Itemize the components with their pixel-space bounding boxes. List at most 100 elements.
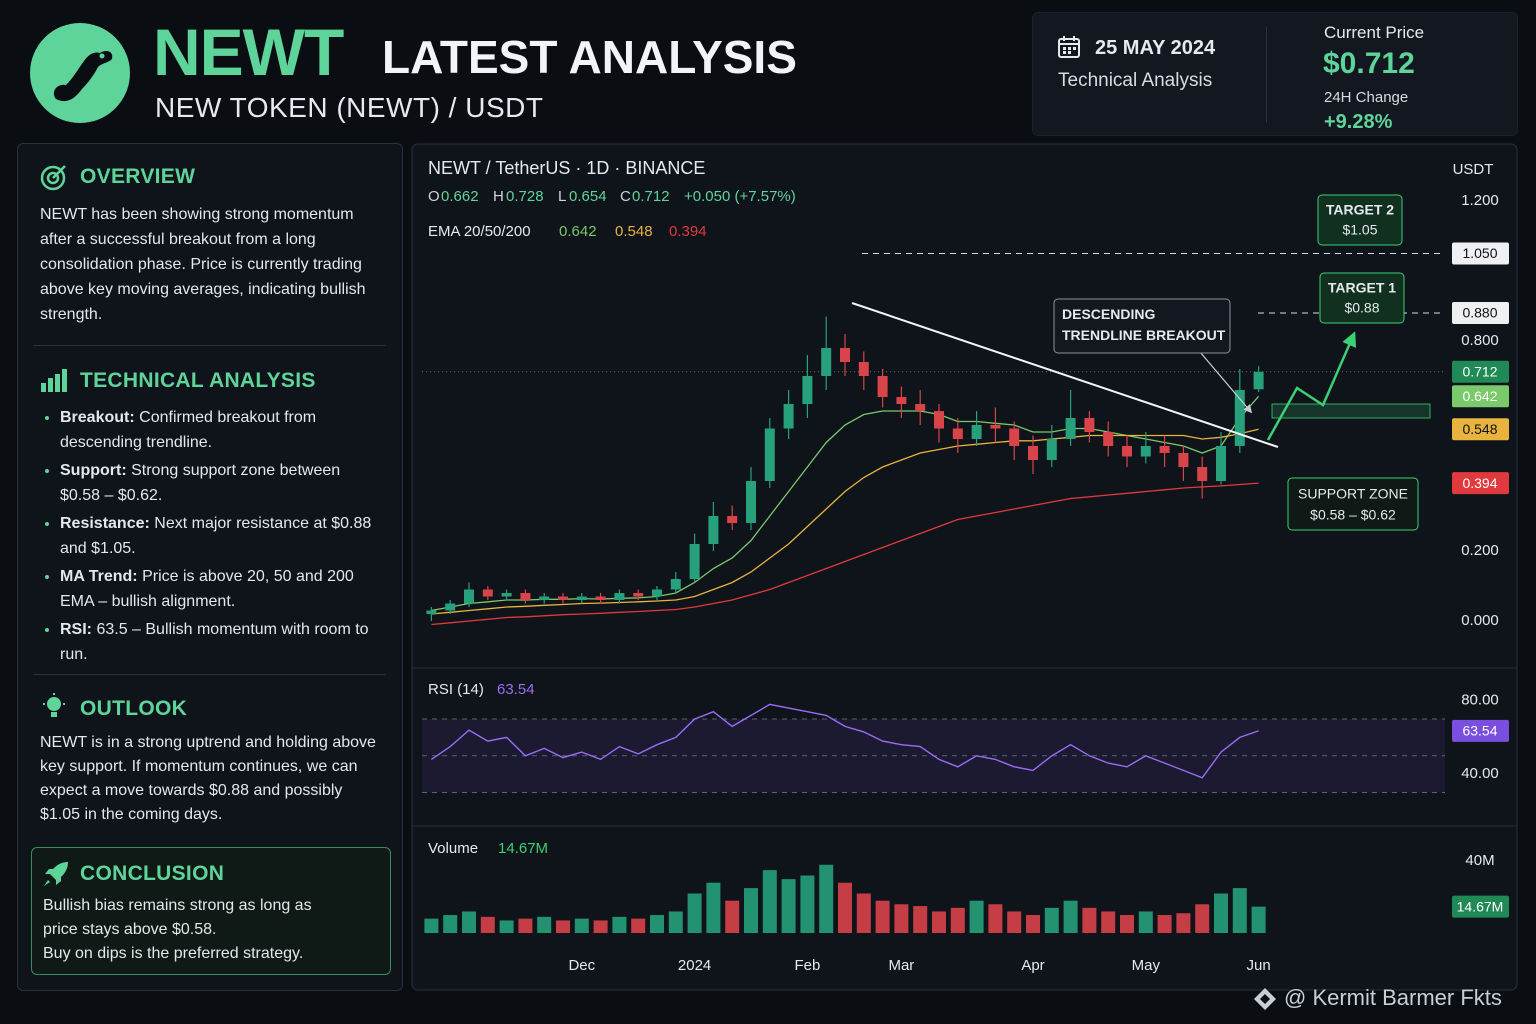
level-badge-bg bbox=[1452, 242, 1509, 265]
candle-body bbox=[1234, 390, 1245, 446]
y-tick-label: 80.00 bbox=[1461, 692, 1499, 709]
bullet: MA Trend: Price is above 20, 50 and 200 … bbox=[60, 564, 380, 614]
target-box bbox=[1317, 194, 1403, 246]
bullet-label: Breakout: bbox=[60, 409, 135, 426]
volume-bar bbox=[781, 879, 796, 933]
volume-bar bbox=[950, 907, 965, 933]
calendar-icon bbox=[1058, 36, 1080, 58]
price-badge: 0.712 bbox=[1462, 364, 1497, 380]
page-title: LATEST ANALYSIS bbox=[382, 31, 797, 83]
volume-bar bbox=[593, 920, 608, 933]
x-tick-label: Feb bbox=[794, 957, 820, 974]
conclusion-line: Bullish bias remains strong as long as p… bbox=[43, 897, 312, 938]
conclusion-text: Bullish bias remains strong as long as p… bbox=[43, 894, 383, 966]
volume-bar bbox=[725, 900, 740, 933]
candle-body bbox=[464, 589, 474, 604]
volume-bar bbox=[424, 918, 439, 933]
volume-bar bbox=[800, 875, 815, 933]
ohlc-key: L bbox=[558, 188, 566, 205]
ema-badge: 0.548 bbox=[1462, 421, 1497, 437]
candle-body bbox=[539, 596, 550, 600]
rsi-badge-bg bbox=[1452, 719, 1509, 742]
support-title: SUPPORT ZONE bbox=[1298, 486, 1408, 502]
ohlc-value: 0.712 bbox=[632, 188, 670, 205]
volume-bar bbox=[856, 893, 871, 933]
candle-body bbox=[670, 579, 681, 590]
level-badge: 0.880 bbox=[1462, 305, 1497, 321]
volume-bar bbox=[1138, 911, 1153, 933]
volume-bar bbox=[1214, 893, 1228, 933]
plot-layer: 1.200 0.800 0.200 0.000 1.050 0.880 0.712 0.642… bbox=[422, 192, 1509, 974]
annotation-wrap: DESCENDING TRENDLINE BREAKOUT bbox=[1062, 306, 1225, 343]
chart-title: NEWT / TetherUS · 1D · BINANCE bbox=[428, 158, 705, 178]
price-change: +0.050 (+7.57%) bbox=[684, 188, 796, 205]
page-subtitle: NEW TOKEN (NEWT) / USDT bbox=[155, 92, 544, 123]
target-title: TARGET 2 bbox=[1326, 202, 1394, 218]
bullet-label: MA Trend: bbox=[60, 568, 138, 585]
ema-badge: 0.394 bbox=[1462, 475, 1497, 491]
separator bbox=[33, 345, 386, 346]
watermark: @ Kermit Barmer Fkts bbox=[1284, 985, 1502, 1010]
analysis-kind: Technical Analysis bbox=[1058, 70, 1213, 91]
price: $0.712 bbox=[1323, 47, 1415, 80]
level-badge: 1.050 bbox=[1462, 245, 1497, 261]
target-title: TARGET 1 bbox=[1328, 280, 1396, 296]
volume-bar bbox=[518, 918, 533, 933]
volume-bar bbox=[819, 864, 834, 933]
separator bbox=[33, 674, 386, 675]
volume-bar bbox=[556, 920, 570, 933]
watermark-icon bbox=[1254, 988, 1276, 1010]
candle-body bbox=[934, 411, 944, 429]
candle-body bbox=[990, 425, 1001, 429]
candle-body bbox=[445, 603, 456, 611]
volume-bar bbox=[650, 915, 664, 933]
y-tick-label: 0.800 bbox=[1461, 332, 1499, 349]
candle-body bbox=[1046, 439, 1057, 460]
ema-value: 0.548 bbox=[615, 223, 653, 240]
trendline bbox=[851, 302, 1279, 448]
candle-body bbox=[840, 348, 850, 362]
bullet: Support: Strong support zone between $0.… bbox=[60, 458, 380, 508]
bullet-text: Confirmed breakout from descending trend… bbox=[60, 409, 317, 451]
line bbox=[431, 395, 1260, 612]
volume-bar bbox=[1082, 907, 1097, 933]
candle-body bbox=[1028, 446, 1038, 460]
conclusion-box bbox=[31, 847, 391, 975]
candle-body bbox=[520, 593, 531, 600]
y-tick-label: 40M bbox=[1465, 852, 1494, 869]
projection-arrow bbox=[1266, 331, 1357, 441]
candle-body bbox=[952, 428, 963, 439]
candle-body bbox=[633, 593, 644, 597]
ohlc-key: O bbox=[428, 188, 440, 205]
volume-bar bbox=[1063, 900, 1078, 933]
section-title: TECHNICAL ANALYSIS bbox=[80, 369, 316, 392]
bullet-label: RSI: bbox=[60, 621, 92, 638]
candle-body bbox=[1140, 446, 1151, 457]
candle-body bbox=[727, 516, 738, 523]
volume-bar bbox=[744, 888, 758, 933]
ema-value: 0.394 bbox=[669, 223, 707, 240]
volume-bar bbox=[1026, 915, 1040, 933]
ema-label: EMA 20/50/200 bbox=[428, 223, 531, 240]
ohlc-value: 0.728 bbox=[506, 188, 544, 205]
change-label: 24H Change bbox=[1324, 89, 1409, 106]
volume-bar bbox=[762, 870, 777, 933]
technical-list: Breakout: Confirmed breakout from descen… bbox=[40, 405, 380, 670]
overview-text: NEWT has been showing strong momentum af… bbox=[40, 206, 366, 323]
candle-body bbox=[501, 593, 512, 597]
target-price: $1.05 bbox=[1342, 222, 1377, 238]
ema-value: 0.642 bbox=[559, 223, 597, 240]
candle-body bbox=[971, 425, 982, 439]
overview-icon bbox=[40, 165, 66, 191]
volume-bar bbox=[1251, 906, 1266, 933]
price-badge-bg bbox=[1452, 360, 1509, 383]
bullet: Breakout: Confirmed breakout from descen… bbox=[60, 405, 380, 455]
support-box bbox=[1287, 477, 1419, 531]
candle-body bbox=[482, 589, 493, 597]
support-range: $0.58 – $0.62 bbox=[1310, 507, 1396, 523]
bullet-text: Price is above 20, 50 and 200 EMA – bull… bbox=[60, 568, 354, 610]
unit-label: USDT bbox=[1453, 161, 1494, 178]
x-tick-label: Dec bbox=[568, 957, 595, 974]
